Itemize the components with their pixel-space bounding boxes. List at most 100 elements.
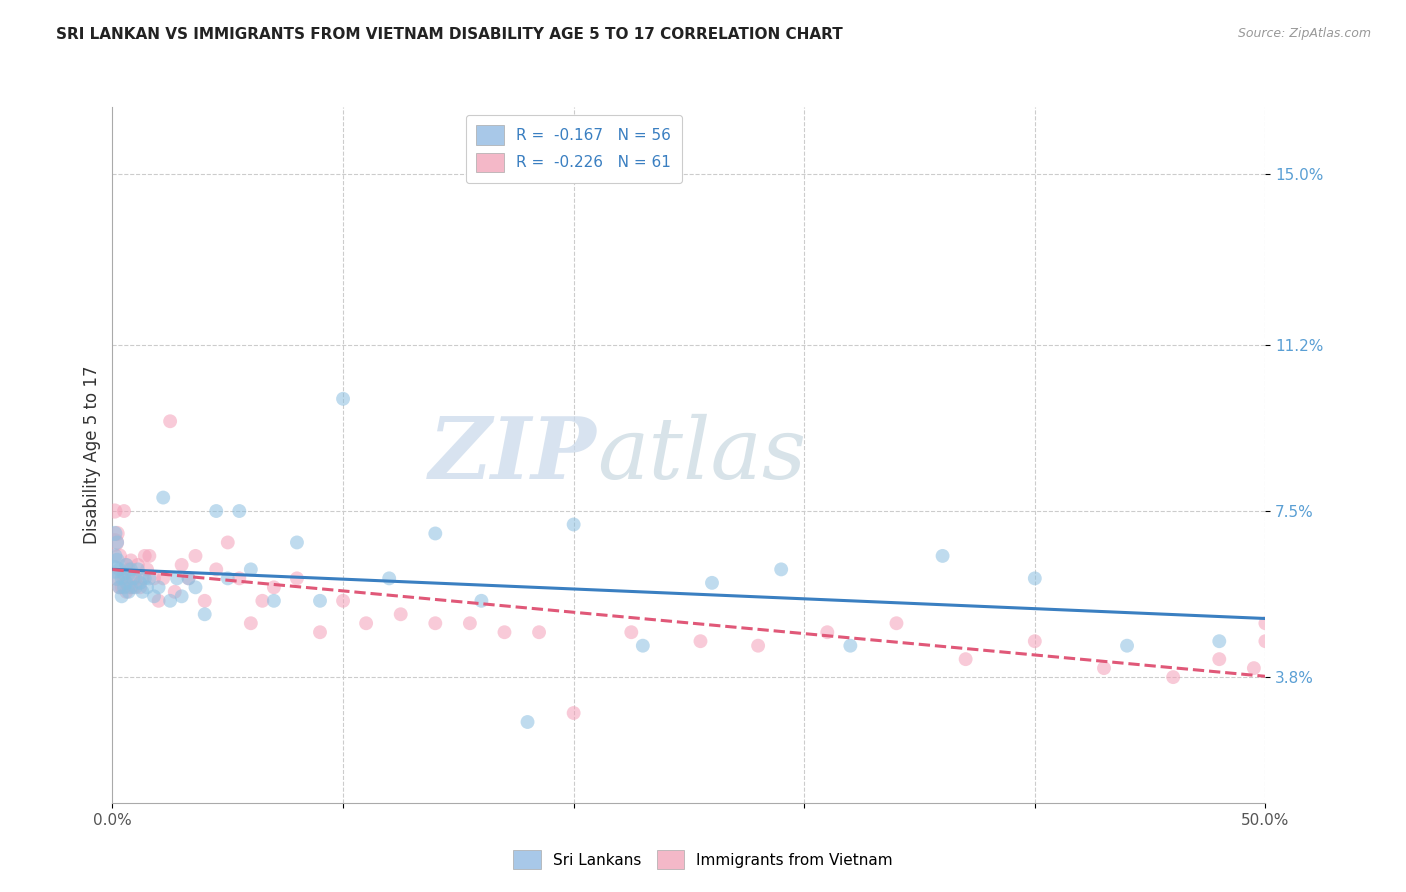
Point	[263, 580, 285, 594]
Point	[105, 526, 128, 541]
Point	[115, 575, 138, 590]
Point	[152, 491, 174, 505]
Legend: R =  -0.167   N = 56, R =  -0.226   N = 61: R = -0.167 N = 56, R = -0.226 N = 61	[465, 115, 682, 183]
Point	[163, 584, 186, 599]
Point	[309, 625, 332, 640]
Point	[104, 535, 127, 549]
Point	[104, 562, 127, 576]
Point	[747, 639, 769, 653]
Point	[129, 575, 152, 590]
Point	[124, 571, 146, 585]
Point	[108, 549, 131, 563]
Point	[115, 558, 138, 572]
Legend: Sri Lankans, Immigrants from Vietnam: Sri Lankans, Immigrants from Vietnam	[508, 844, 898, 875]
Point	[148, 580, 170, 594]
Point	[1208, 634, 1230, 648]
Point	[115, 558, 138, 572]
Point	[127, 558, 149, 572]
Point	[105, 571, 128, 585]
Point	[1208, 652, 1230, 666]
Point	[1116, 639, 1139, 653]
Point	[143, 590, 166, 604]
Point	[184, 549, 207, 563]
Point	[138, 549, 160, 563]
Point	[105, 571, 128, 585]
Point	[470, 594, 492, 608]
Point	[1092, 661, 1115, 675]
Point	[120, 553, 142, 567]
Point	[239, 562, 262, 576]
Point	[112, 580, 135, 594]
Point	[1161, 670, 1184, 684]
Point	[194, 607, 217, 622]
Point	[117, 584, 139, 599]
Point	[285, 535, 308, 549]
Point	[205, 504, 228, 518]
Point	[1254, 616, 1277, 631]
Point	[112, 504, 135, 518]
Point	[516, 714, 538, 729]
Point	[815, 625, 838, 640]
Point	[122, 580, 145, 594]
Point	[389, 607, 412, 622]
Point	[631, 639, 654, 653]
Text: atlas: atlas	[596, 414, 806, 496]
Point	[886, 616, 908, 631]
Point	[263, 594, 285, 608]
Point	[117, 562, 139, 576]
Point	[239, 616, 262, 631]
Point	[620, 625, 643, 640]
Point	[111, 571, 134, 585]
Point	[134, 549, 156, 563]
Point	[562, 517, 585, 532]
Point	[425, 616, 447, 631]
Point	[152, 571, 174, 585]
Point	[228, 571, 250, 585]
Point	[562, 706, 585, 720]
Point	[108, 580, 131, 594]
Point	[252, 594, 274, 608]
Point	[120, 580, 142, 594]
Point	[170, 590, 193, 604]
Point	[458, 616, 481, 631]
Point	[136, 562, 159, 576]
Point	[136, 580, 159, 594]
Point	[159, 594, 181, 608]
Point	[1243, 661, 1265, 675]
Point	[159, 414, 181, 428]
Point	[143, 571, 166, 585]
Point	[378, 571, 401, 585]
Point	[700, 575, 723, 590]
Point	[217, 535, 239, 549]
Point	[124, 580, 146, 594]
Point	[127, 562, 149, 576]
Text: Source: ZipAtlas.com: Source: ZipAtlas.com	[1237, 27, 1371, 40]
Point	[1024, 571, 1046, 585]
Point	[205, 562, 228, 576]
Point	[111, 580, 134, 594]
Point	[105, 553, 128, 567]
Point	[117, 566, 139, 581]
Point	[112, 571, 135, 585]
Point	[112, 566, 135, 581]
Point	[217, 571, 239, 585]
Point	[120, 562, 142, 576]
Point	[170, 558, 193, 572]
Point	[131, 571, 153, 585]
Point	[285, 571, 308, 585]
Point	[120, 571, 142, 585]
Point	[955, 652, 977, 666]
Point	[105, 535, 128, 549]
Point	[494, 625, 516, 640]
Point	[527, 625, 550, 640]
Text: ZIP: ZIP	[429, 413, 596, 497]
Point	[166, 571, 188, 585]
Point	[425, 526, 447, 541]
Point	[689, 634, 711, 648]
Point	[115, 584, 138, 599]
Point	[354, 616, 377, 631]
Point	[309, 594, 332, 608]
Point	[122, 571, 145, 585]
Point	[148, 594, 170, 608]
Point	[131, 584, 153, 599]
